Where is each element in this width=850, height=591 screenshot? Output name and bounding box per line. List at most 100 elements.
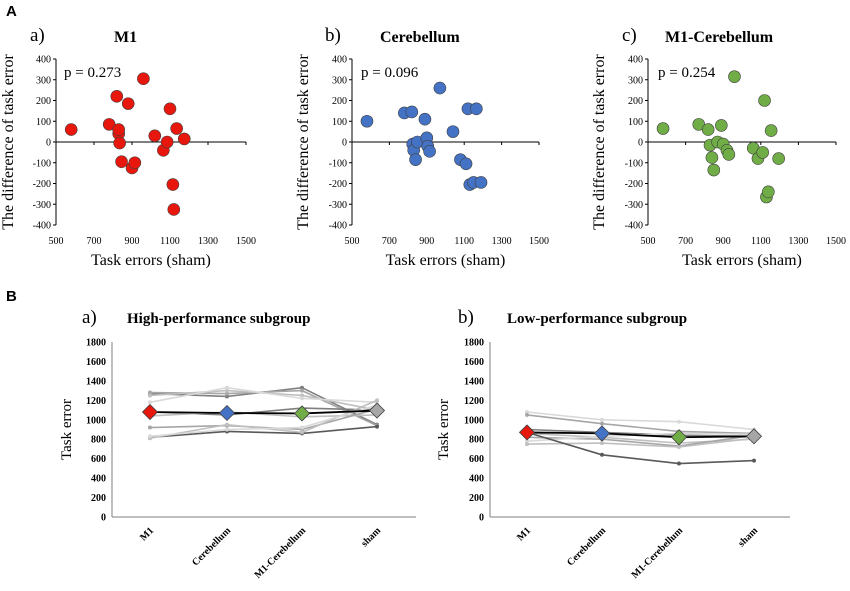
data-point <box>115 155 128 169</box>
data-point <box>707 163 721 177</box>
individual-series-point <box>525 410 529 414</box>
individual-series-point <box>225 422 229 427</box>
data-point <box>423 145 436 158</box>
individual-series-point <box>300 396 304 401</box>
individual-series-point <box>300 388 304 393</box>
section-b-label: B <box>6 288 17 305</box>
data-point <box>163 102 177 116</box>
x-tick-label: 1500 <box>236 236 256 247</box>
scatter-chart-scatter-cerebellum: b) Cerebellum p = 0.096 400 300 200 100 0 -100 -2… <box>295 25 549 269</box>
chart-title: Cerebellum <box>380 29 460 46</box>
section-a-label: A <box>6 3 17 20</box>
y-tick-label: 300 <box>36 75 51 86</box>
x-tick-label: 700 <box>678 236 693 247</box>
y-tick-label: 300 <box>332 75 347 86</box>
x-tick-label: 1100 <box>454 236 474 247</box>
individual-series-point <box>300 425 304 430</box>
mean-series-line <box>149 409 378 415</box>
y-tick-label: -200 <box>329 179 347 190</box>
data-point <box>170 122 183 135</box>
x-tick-label: 900 <box>125 236 140 247</box>
data-point <box>701 123 715 136</box>
individual-series-point <box>148 390 152 395</box>
y-tick-label: 0 <box>46 138 51 149</box>
x-axis-title: Task errors (sham) <box>682 252 802 269</box>
individual-series-point <box>600 441 604 446</box>
y-tick-label: -200 <box>33 179 51 190</box>
mean-diamond-marker <box>518 424 536 441</box>
y-tick-label: 1000 <box>86 415 106 426</box>
x-tick-label: 1300 <box>492 236 512 247</box>
panel-letter: b) <box>325 25 341 46</box>
y-tick-label: -400 <box>625 221 643 232</box>
y-tick-label: 100 <box>36 117 51 128</box>
y-tick-label: 600 <box>91 454 106 465</box>
individual-series-line <box>526 431 755 465</box>
y-tick-label: 300 <box>628 75 643 86</box>
individual-series-point <box>225 391 229 396</box>
individual-series-point <box>375 424 379 429</box>
data-point <box>459 157 473 171</box>
y-axis-title: The difference of task error <box>0 54 17 230</box>
y-tick-label: 1200 <box>464 396 484 407</box>
individual-series-point <box>677 461 681 466</box>
individual-series-point <box>148 393 152 398</box>
individual-series-point <box>600 417 604 422</box>
data-point <box>64 123 78 136</box>
y-tick-label: 100 <box>332 117 347 128</box>
data-point <box>446 125 460 138</box>
panel-letter: b) <box>458 307 474 328</box>
y-tick-label: -100 <box>33 158 51 169</box>
panel-letter: a) <box>82 307 97 328</box>
y-tick-label: 0 <box>479 513 484 524</box>
y-tick-label: 600 <box>469 454 484 465</box>
y-tick-label: 1200 <box>86 396 106 407</box>
y-axis-title: Task error <box>436 399 452 460</box>
x-axis-title: Task errors (sham) <box>386 252 506 269</box>
individual-series-line <box>526 414 755 435</box>
x-tick-label: 1300 <box>788 236 808 247</box>
mean-diamond-marker <box>368 402 386 419</box>
x-category-label: Cerebellum <box>190 525 233 568</box>
x-tick-label: 500 <box>641 236 656 247</box>
y-tick-label: -400 <box>329 221 347 232</box>
y-tick-label: -300 <box>625 200 643 211</box>
individual-series-point <box>300 385 304 390</box>
y-tick-label: 200 <box>332 96 347 107</box>
y-tick-label: 1800 <box>86 338 106 349</box>
y-tick-label: 400 <box>332 55 347 66</box>
y-tick-label: -100 <box>625 158 643 169</box>
x-category-label: sham <box>359 525 383 549</box>
x-tick-label: 1100 <box>751 236 771 247</box>
data-point <box>405 105 419 119</box>
individual-series-point <box>225 394 229 399</box>
y-tick-label: 1400 <box>86 376 106 387</box>
individual-series-point <box>600 452 604 457</box>
individual-series-line <box>149 425 378 439</box>
y-tick-label: 1600 <box>464 357 484 368</box>
data-point <box>110 90 124 103</box>
y-tick-label: 400 <box>36 55 51 66</box>
y-tick-label: 1000 <box>464 415 484 426</box>
x-tick-label: 700 <box>382 236 397 247</box>
individual-series-point <box>225 385 229 390</box>
individual-series-line <box>526 411 755 431</box>
mean-diamond-marker <box>593 425 611 442</box>
y-tick-label: 400 <box>628 55 643 66</box>
panel-letter: c) <box>622 25 637 46</box>
panel-letter: a) <box>30 25 45 46</box>
data-point <box>418 112 432 126</box>
data-point <box>121 97 135 110</box>
y-tick-label: 0 <box>638 138 643 149</box>
data-point <box>764 124 778 137</box>
data-point <box>705 151 719 164</box>
individual-series-line <box>149 404 378 438</box>
data-point <box>167 203 181 216</box>
individual-series-point <box>525 442 529 447</box>
y-tick-label: 400 <box>91 474 106 485</box>
individual-series-point <box>300 393 304 398</box>
x-tick-label: 900 <box>419 236 434 247</box>
individual-series-point <box>225 427 229 432</box>
y-tick-label: 0 <box>342 138 347 149</box>
individual-series-point <box>375 398 379 403</box>
